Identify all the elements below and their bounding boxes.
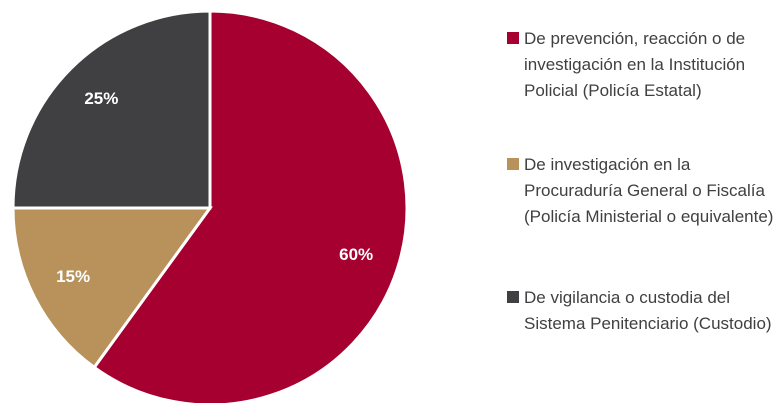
legend-item: De vigilancia o custodia del Sistema Pen… <box>507 285 782 337</box>
pie-slice <box>11 9 212 210</box>
legend-item: De investigación en la Procuraduría Gene… <box>507 152 782 230</box>
legend-label: De vigilancia o custodia del Sistema Pen… <box>524 288 772 333</box>
legend-swatch <box>507 32 519 44</box>
pie-slice <box>92 9 409 403</box>
legend-swatch <box>507 158 519 170</box>
pie-slice <box>11 206 213 370</box>
legend-item: De prevención, reacción o de investigaci… <box>507 26 782 104</box>
data-label: 15% <box>56 267 90 286</box>
legend-label: De investigación en la Procuraduría Gene… <box>524 155 774 226</box>
data-label: 60% <box>339 245 373 264</box>
legend-label: De prevención, reacción o de investigaci… <box>524 29 746 100</box>
data-label: 25% <box>84 89 118 108</box>
legend-swatch <box>507 291 519 303</box>
